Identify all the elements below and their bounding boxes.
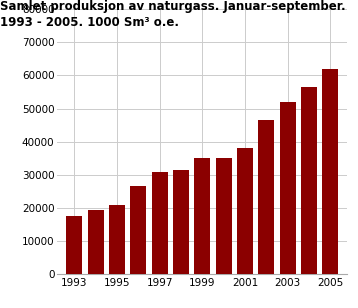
Bar <box>216 158 232 274</box>
Bar <box>173 170 189 274</box>
Text: Samlet produksjon av naturgass. Januar-september.
1993 - 2005. 1000 Sm³ o.e.: Samlet produksjon av naturgass. Januar-s… <box>0 0 345 30</box>
Bar <box>109 205 125 274</box>
Bar <box>237 148 253 274</box>
Bar <box>66 216 82 274</box>
Bar <box>88 209 104 274</box>
Bar <box>301 87 317 274</box>
Bar <box>280 102 296 274</box>
Bar <box>322 69 338 274</box>
Bar <box>152 172 168 274</box>
Bar <box>130 186 146 274</box>
Bar <box>258 120 274 274</box>
Bar <box>194 158 210 274</box>
